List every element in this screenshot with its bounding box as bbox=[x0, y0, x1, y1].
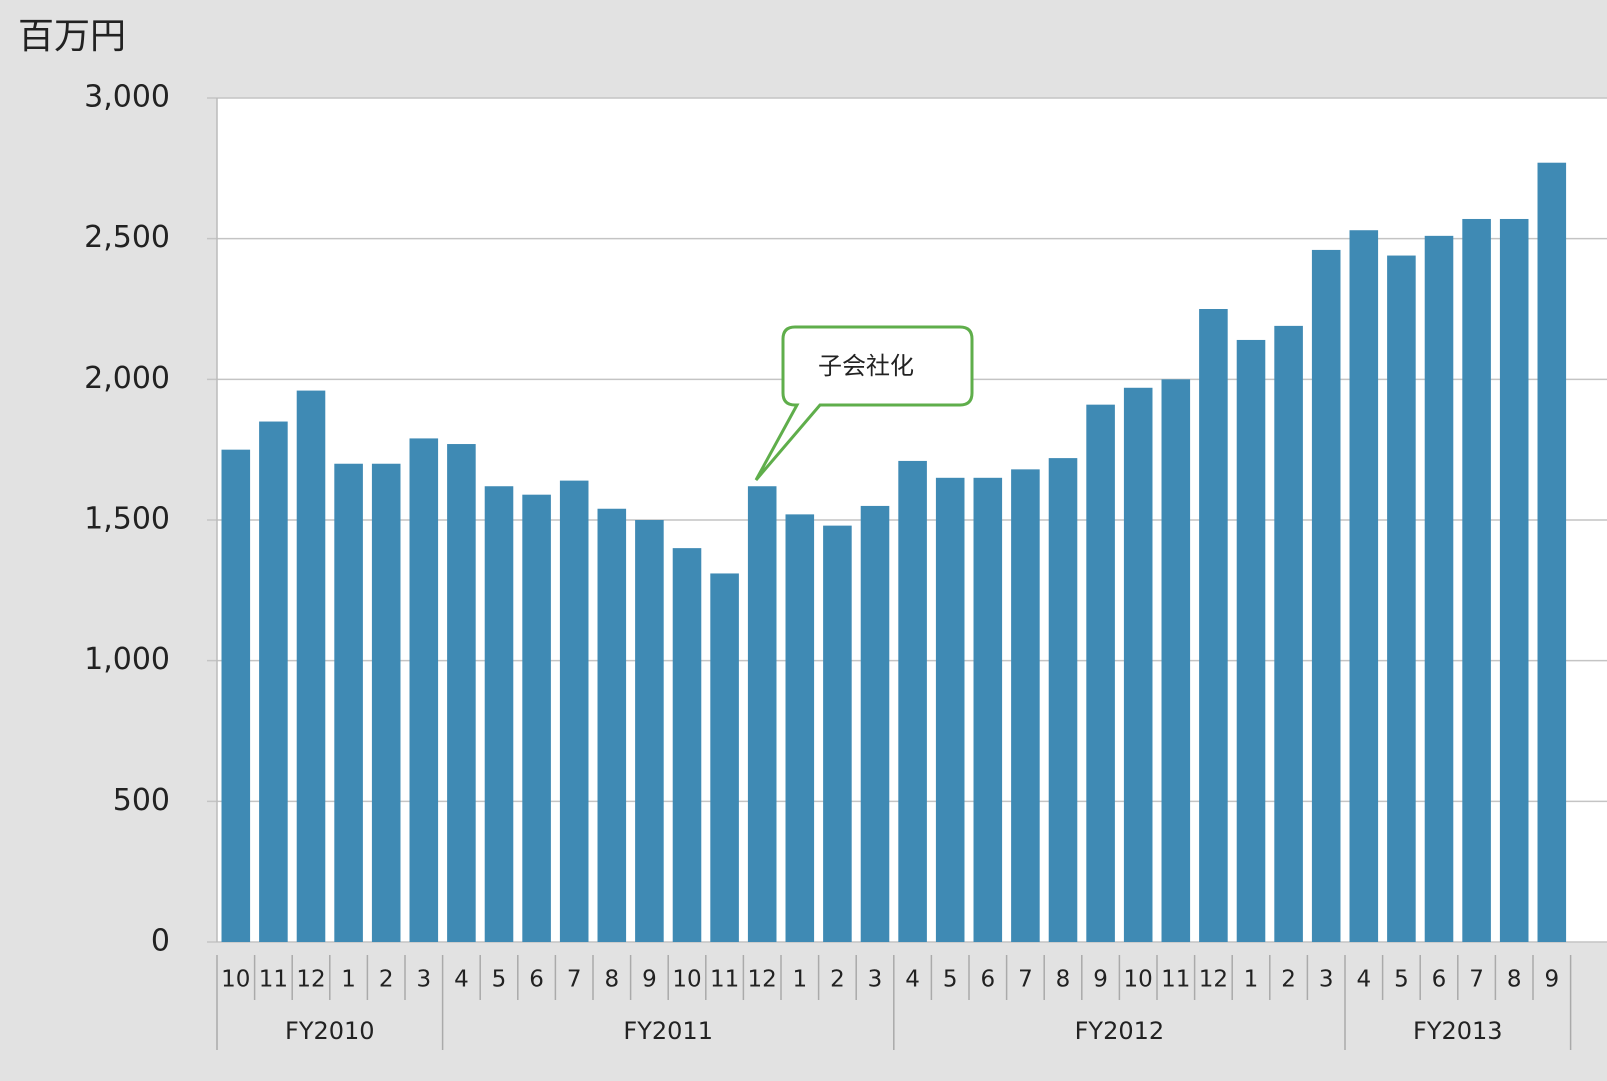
group-label: FY2011 bbox=[623, 1017, 713, 1045]
x-tick-label: 11 bbox=[710, 967, 739, 993]
x-tick-label: 7 bbox=[1018, 967, 1033, 993]
bar bbox=[1387, 255, 1416, 943]
y-tick-label: 1,500 bbox=[84, 502, 170, 537]
bar bbox=[1123, 387, 1153, 943]
x-tick-label: 4 bbox=[1356, 967, 1371, 993]
x-tick-label: 10 bbox=[672, 967, 701, 993]
bar bbox=[860, 505, 890, 942]
x-tick-label: 9 bbox=[642, 967, 657, 993]
x-tick-label: 1 bbox=[341, 967, 356, 993]
group-label: FY2013 bbox=[1413, 1017, 1503, 1045]
y-tick-label: 0 bbox=[151, 924, 170, 959]
bar bbox=[1537, 162, 1567, 942]
x-tick-label: 10 bbox=[221, 967, 250, 993]
y-tick-label: 500 bbox=[113, 783, 170, 818]
bar bbox=[1424, 235, 1454, 942]
x-tick-label: 8 bbox=[1507, 967, 1522, 993]
x-tick-label: 8 bbox=[604, 967, 619, 993]
bar bbox=[635, 520, 664, 942]
bar bbox=[1048, 458, 1078, 942]
x-tick-label: 2 bbox=[1281, 967, 1296, 993]
x-tick-label: 1 bbox=[1244, 967, 1259, 993]
bar bbox=[672, 548, 702, 942]
bar bbox=[296, 390, 326, 942]
x-tick-label: 5 bbox=[1394, 967, 1409, 993]
x-tick-label: 9 bbox=[1093, 967, 1108, 993]
x-tick-label: 11 bbox=[1161, 967, 1190, 993]
bar bbox=[898, 460, 927, 942]
bar bbox=[484, 486, 514, 942]
x-tick-label: 11 bbox=[259, 967, 288, 993]
x-tick-label: 12 bbox=[296, 967, 325, 993]
bar bbox=[1236, 339, 1266, 942]
x-tick-label: 7 bbox=[567, 967, 582, 993]
x-tick-label: 3 bbox=[1319, 967, 1334, 993]
y-tick-label: 2,000 bbox=[84, 361, 170, 396]
x-tick-label: 3 bbox=[868, 967, 883, 993]
x-tick-label: 4 bbox=[454, 967, 469, 993]
y-tick-label: 3,000 bbox=[84, 80, 170, 115]
bar bbox=[747, 486, 777, 942]
bar bbox=[1462, 218, 1491, 942]
bar bbox=[710, 573, 739, 942]
bar bbox=[334, 463, 363, 942]
x-tick-label: 7 bbox=[1469, 967, 1484, 993]
group-label: FY2012 bbox=[1075, 1017, 1165, 1045]
bar bbox=[447, 444, 476, 942]
group-label: FY2010 bbox=[285, 1017, 375, 1045]
bar bbox=[1311, 249, 1341, 943]
bar bbox=[785, 514, 815, 942]
annotation: 子会社化 bbox=[818, 352, 914, 380]
y-tick-label: 1,000 bbox=[84, 642, 170, 677]
bar bbox=[973, 477, 1003, 942]
x-tick-label: 2 bbox=[379, 967, 394, 993]
bar bbox=[522, 494, 551, 942]
x-tick-label: 12 bbox=[1199, 967, 1228, 993]
bar bbox=[823, 525, 852, 942]
bar bbox=[371, 463, 401, 942]
x-tick-label: 6 bbox=[1432, 967, 1447, 993]
x-tick-label: 2 bbox=[830, 967, 845, 993]
callout bbox=[754, 325, 974, 481]
y-tick-label: 2,500 bbox=[84, 220, 170, 255]
x-tick-label: 3 bbox=[416, 967, 431, 993]
x-tick-label: 5 bbox=[943, 967, 958, 993]
x-tick-label: 6 bbox=[980, 967, 995, 993]
bar bbox=[1499, 218, 1529, 942]
x-tick-label: 1 bbox=[792, 967, 807, 993]
bar bbox=[559, 480, 589, 942]
x-tick-label: 10 bbox=[1124, 967, 1153, 993]
bar bbox=[1011, 469, 1040, 942]
x-tick-label: 12 bbox=[748, 967, 777, 993]
x-tick-label: 6 bbox=[529, 967, 544, 993]
x-tick-label: 4 bbox=[905, 967, 920, 993]
bar bbox=[935, 477, 965, 942]
bar bbox=[409, 438, 439, 942]
bar bbox=[1349, 230, 1379, 942]
bar bbox=[1161, 379, 1191, 942]
y-unit: 百万円 bbox=[18, 16, 126, 57]
x-tick-label: 8 bbox=[1056, 967, 1071, 993]
bar bbox=[1086, 404, 1115, 942]
x-tick-label: 9 bbox=[1544, 967, 1559, 993]
x-tick-label: 5 bbox=[492, 967, 507, 993]
bar bbox=[597, 508, 627, 942]
bar bbox=[221, 449, 251, 942]
bar bbox=[1274, 325, 1303, 942]
bar bbox=[259, 421, 288, 942]
bar bbox=[1199, 309, 1228, 942]
bars bbox=[221, 162, 1567, 943]
